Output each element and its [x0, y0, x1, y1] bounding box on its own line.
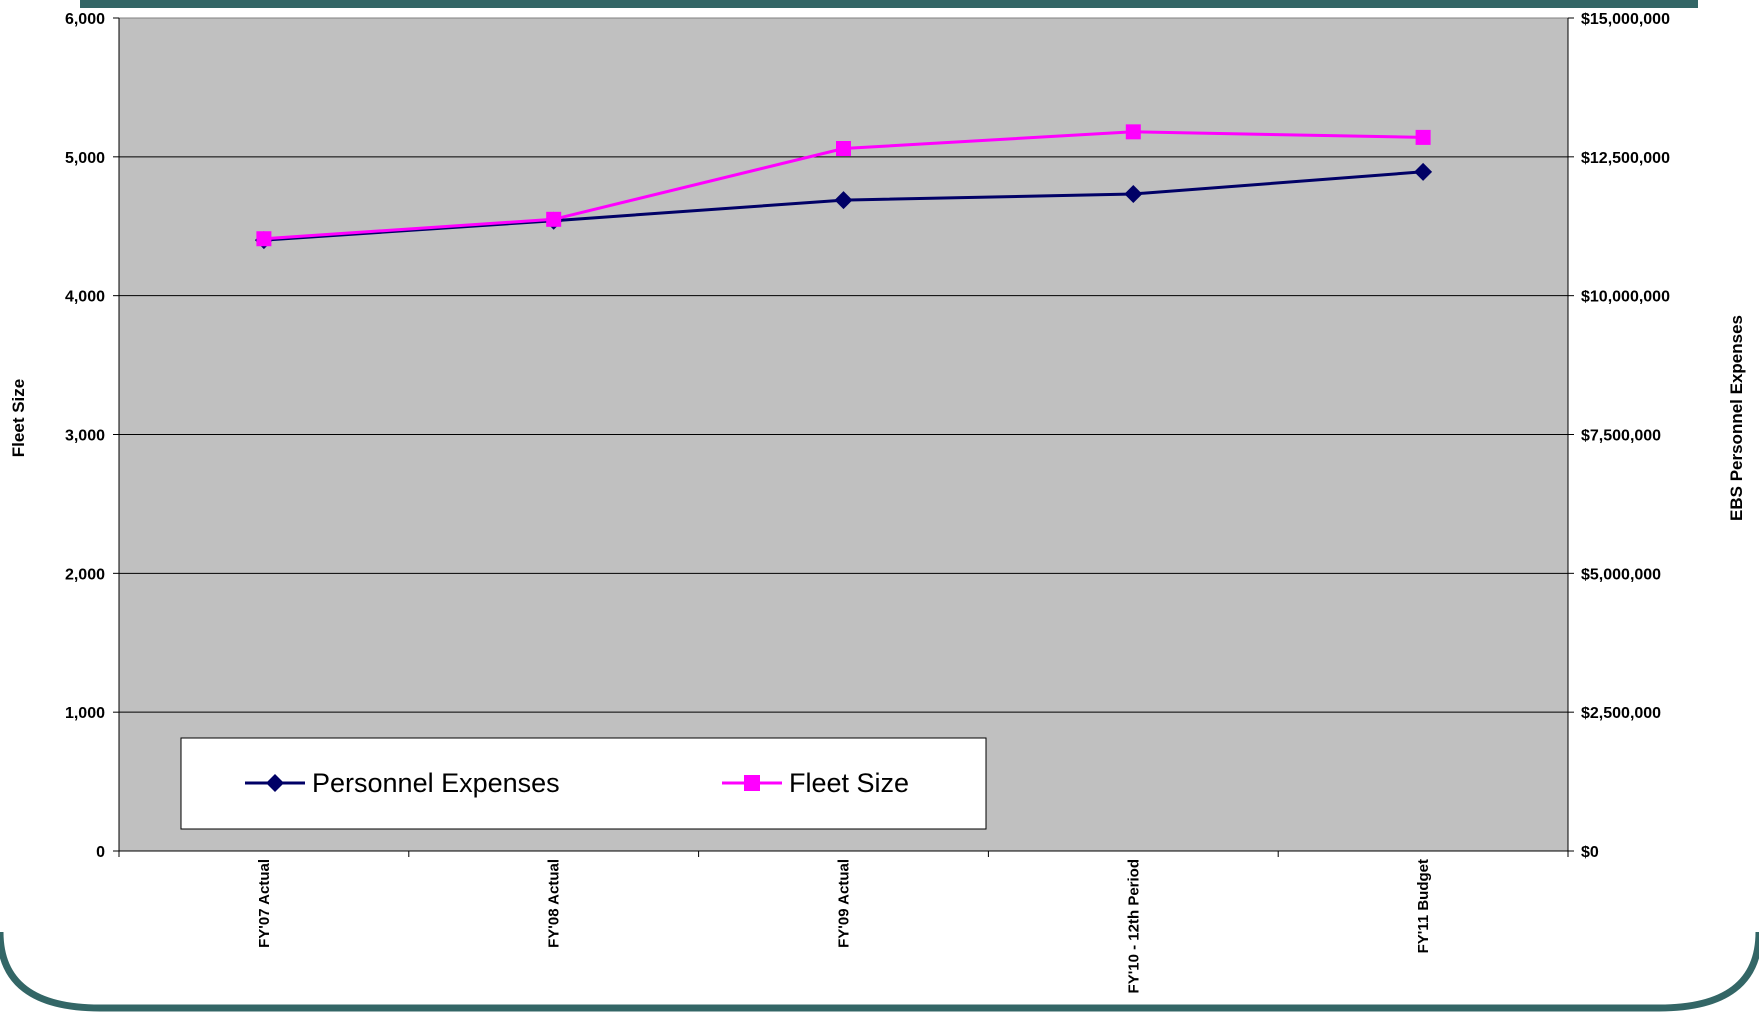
y-tick-label: 2,000	[65, 566, 105, 583]
y2-tick-label: $15,000,000	[1581, 11, 1670, 28]
y-tick-label: 6,000	[65, 11, 105, 28]
legend-marker-personnel	[266, 774, 284, 792]
x-tick-label: FY'10 - 12th Period	[1125, 859, 1142, 993]
legend-marker-fleet	[744, 775, 760, 791]
y-tick-label: 3,000	[65, 428, 105, 445]
legend-box	[180, 737, 987, 830]
data-point-fleet-size	[256, 231, 272, 247]
x-axis-ticks: FY'07 Actual FY'08 Actual FY'09 Actual FY'1…	[256, 859, 1432, 993]
axes	[113, 17, 1574, 857]
slide-bottom-frame	[0, 931, 1759, 1012]
y2-axis-title: EBS Personnel Expenses	[1727, 315, 1746, 521]
y-tick-label: 1,000	[65, 705, 105, 722]
data-point-fleet-size	[1125, 124, 1141, 140]
y2-tick-label: $10,000,000	[1581, 289, 1670, 306]
series-layer	[254, 124, 1433, 250]
data-point-fleet-size	[1415, 129, 1431, 145]
y2-tick-label: $2,500,000	[1581, 705, 1661, 722]
x-tick-label: FY'08 Actual	[546, 859, 563, 948]
data-point-fleet-size	[546, 211, 562, 227]
y2-tick-label: $12,500,000	[1581, 150, 1670, 167]
y-tick-label: 0	[96, 844, 105, 861]
y2-tick-label: $7,500,000	[1581, 428, 1661, 445]
y2-tick-label: $5,000,000	[1581, 566, 1661, 583]
y-axis-title: Fleet Size	[9, 379, 28, 457]
y-tick-label: 4,000	[65, 289, 105, 306]
y-axis-ticks: 0 1,000 2,000 3,000 4,000 5,000 6,000	[65, 11, 105, 861]
data-point-fleet-size	[836, 141, 851, 157]
y2-axis-ticks: $0 $2,500,000 $5,000,000 $7,500,000 $10,000,…	[1581, 11, 1670, 861]
y-tick-label: 5,000	[65, 150, 105, 167]
x-tick-label: FY'11 Budget	[1415, 859, 1432, 953]
data-point-personnel-expenses	[1124, 185, 1143, 204]
data-point-personnel-expenses	[1414, 162, 1433, 181]
x-tick-label: FY'09 Actual	[836, 859, 853, 948]
x-tick-label: FY'07 Actual	[256, 859, 273, 948]
y2-tick-label: $0	[1581, 844, 1599, 861]
legend-label-fleet: Fleet Size	[789, 768, 909, 798]
legend-label-personnel: Personnel Expenses	[312, 768, 560, 798]
slide-top-bar	[80, 0, 1698, 8]
data-point-personnel-expenses	[834, 191, 853, 210]
legend: Personnel Expenses Fleet Size	[180, 737, 987, 830]
gridlines	[119, 156, 1568, 713]
